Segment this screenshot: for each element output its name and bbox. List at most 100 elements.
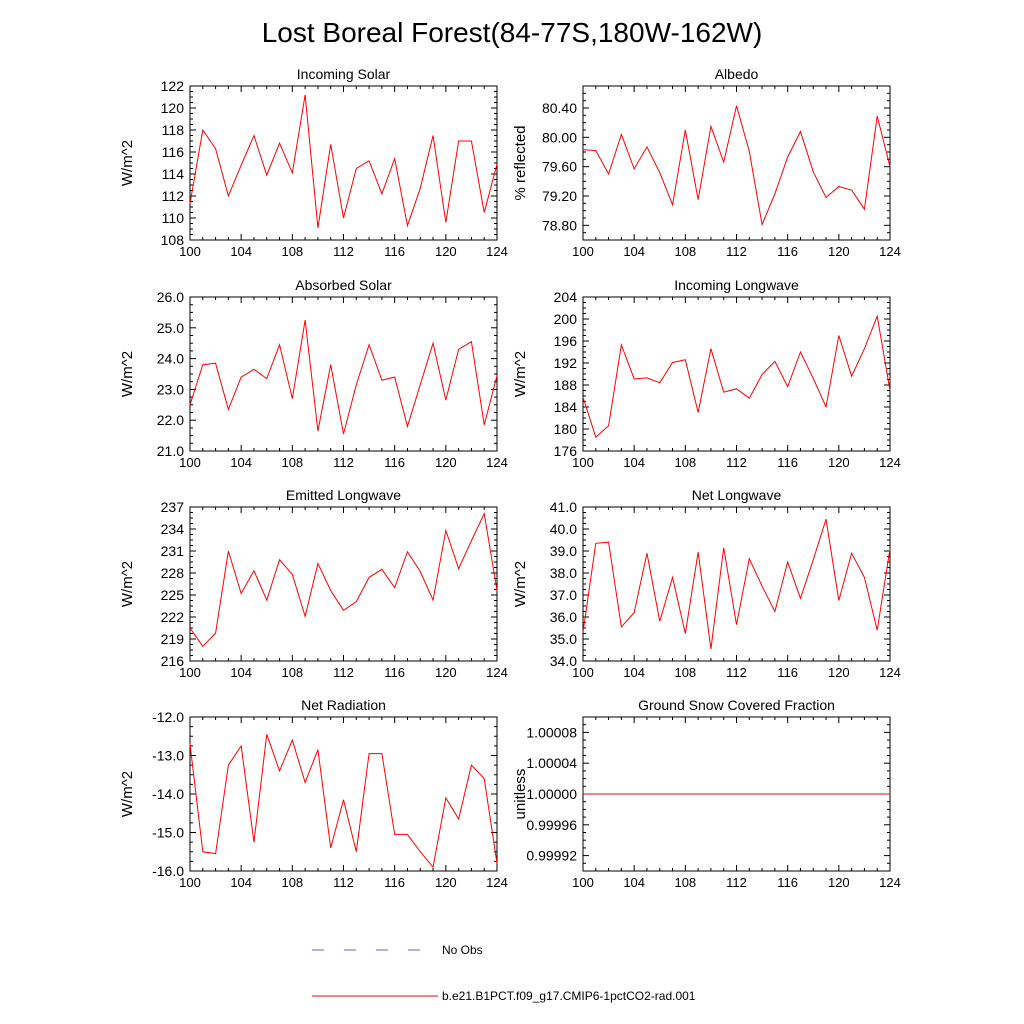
y-axis-label: % reflected (512, 125, 529, 200)
x-tick-label: 108 (281, 244, 303, 259)
y-tick-label: -14.0 (152, 786, 184, 802)
y-tick-label: 231 (161, 543, 185, 559)
y-tick-label: 0.99992 (526, 848, 577, 864)
y-axis-label: W/m^2 (512, 351, 529, 397)
y-tick-label: -16.0 (152, 863, 184, 879)
legend-label: No Obs (442, 943, 483, 957)
x-tick-label: 104 (230, 665, 252, 680)
y-tick-label: -13.0 (152, 748, 184, 764)
y-tick-label: -12.0 (152, 709, 184, 725)
y-tick-label: 1.00004 (526, 755, 577, 771)
x-tick-label: 108 (674, 244, 696, 259)
x-tick-label: 100 (179, 665, 201, 680)
series-line (189, 94, 498, 228)
y-tick-label: 26.0 (157, 289, 184, 305)
x-tick-label: 104 (623, 665, 645, 680)
panel-title: Emitted Longwave (286, 487, 401, 503)
y-tick-label: 222 (161, 609, 185, 625)
y-axis-label: W/m^2 (119, 351, 136, 397)
x-tick-label: 100 (179, 455, 201, 470)
y-tick-label: 228 (161, 565, 185, 581)
y-tick-label: 114 (162, 166, 185, 182)
x-tick-label: 112 (726, 665, 747, 680)
y-tick-label: 216 (161, 653, 185, 669)
series-line (189, 320, 498, 435)
y-tick-label: 80.40 (542, 100, 577, 116)
y-tick-label: 80.00 (542, 129, 577, 145)
y-tick-label: 196 (554, 333, 578, 349)
x-tick-label: 100 (572, 455, 594, 470)
y-tick-label: 41.0 (550, 499, 577, 515)
x-tick-label: 124 (486, 665, 508, 680)
y-tick-label: 36.0 (550, 609, 577, 625)
y-tick-label: 79.20 (542, 188, 577, 204)
y-tick-label: 1.00000 (526, 786, 577, 802)
x-tick-label: 116 (384, 665, 405, 680)
x-tick-label: 120 (828, 455, 850, 470)
series-line (189, 734, 498, 869)
y-axis-label: W/m^2 (119, 140, 136, 186)
y-tick-label: 1.00008 (526, 724, 577, 740)
x-tick-label: 124 (879, 665, 901, 680)
y-tick-label: 122 (161, 78, 185, 94)
y-tick-label: 38.0 (550, 565, 577, 581)
x-tick-label: 116 (777, 244, 798, 259)
x-tick-label: 108 (674, 455, 696, 470)
x-tick-label: 104 (623, 244, 645, 259)
panel-8: 100 104 108 112 116 120 124 0.99992 0.99996 1.000… (512, 697, 901, 890)
y-tick-label: 180 (554, 421, 578, 437)
x-tick-label: 124 (879, 875, 901, 890)
x-tick-label: 116 (777, 875, 798, 890)
y-tick-label: 219 (161, 631, 185, 647)
x-tick-label: 112 (726, 244, 747, 259)
y-tick-label: 37.0 (550, 587, 577, 603)
x-tick-label: 112 (333, 665, 354, 680)
y-tick-label: 34.0 (550, 653, 577, 669)
series-line (582, 105, 891, 227)
panel-title: Incoming Solar (297, 66, 391, 82)
x-tick-label: 112 (333, 244, 354, 259)
x-tick-label: 120 (435, 244, 457, 259)
y-tick-label: 118 (162, 122, 185, 138)
y-axis-label: W/m^2 (119, 771, 136, 817)
y-axis-label: W/m^2 (119, 561, 136, 607)
y-tick-label: 24.0 (157, 351, 184, 367)
x-tick-label: 116 (384, 875, 405, 890)
x-tick-label: 112 (333, 875, 354, 890)
panel-4: 100 104 108 112 116 120 124 176 180 184 188 192 196 2… (512, 277, 901, 470)
x-tick-label: 116 (777, 455, 798, 470)
y-axis-label: W/m^2 (512, 561, 529, 607)
y-tick-label: 184 (554, 399, 578, 415)
x-tick-label: 108 (674, 665, 696, 680)
y-tick-label: 176 (554, 443, 578, 459)
y-tick-label: 192 (554, 355, 578, 371)
x-tick-label: 108 (281, 875, 303, 890)
x-tick-label: 124 (486, 244, 508, 259)
y-tick-label: 40.0 (550, 521, 577, 537)
y-tick-label: 237 (161, 499, 185, 515)
y-tick-label: -15.0 (152, 825, 184, 841)
x-tick-label: 120 (435, 875, 457, 890)
x-tick-label: 120 (435, 665, 457, 680)
panel-title: Net Longwave (692, 487, 782, 503)
panel-title: Net Radiation (301, 697, 386, 713)
panel-3: 100 104 108 112 116 120 124 21.0 22.0 23.0 24.0 25.… (119, 277, 508, 470)
panel-5: 100 104 108 112 116 120 124 216 219 222 225 228 231 2… (119, 487, 508, 680)
y-tick-label: 108 (161, 232, 185, 248)
panels: 100 104 108 112 116 120 124 108 110 112 114 116 118 1… (119, 66, 901, 890)
x-tick-label: 116 (384, 244, 405, 259)
y-tick-label: 25.0 (157, 320, 184, 336)
panel-title: Absorbed Solar (295, 277, 392, 293)
y-tick-label: 112 (162, 188, 185, 204)
x-tick-label: 124 (879, 244, 901, 259)
x-tick-label: 116 (384, 455, 405, 470)
panel-title: Ground Snow Covered Fraction (638, 697, 835, 713)
x-tick-label: 104 (623, 875, 645, 890)
x-tick-label: 120 (828, 244, 850, 259)
panel-title: Incoming Longwave (674, 277, 799, 293)
y-axis-label: unitless (512, 769, 529, 820)
x-tick-label: 100 (179, 244, 201, 259)
x-tick-label: 120 (828, 665, 850, 680)
